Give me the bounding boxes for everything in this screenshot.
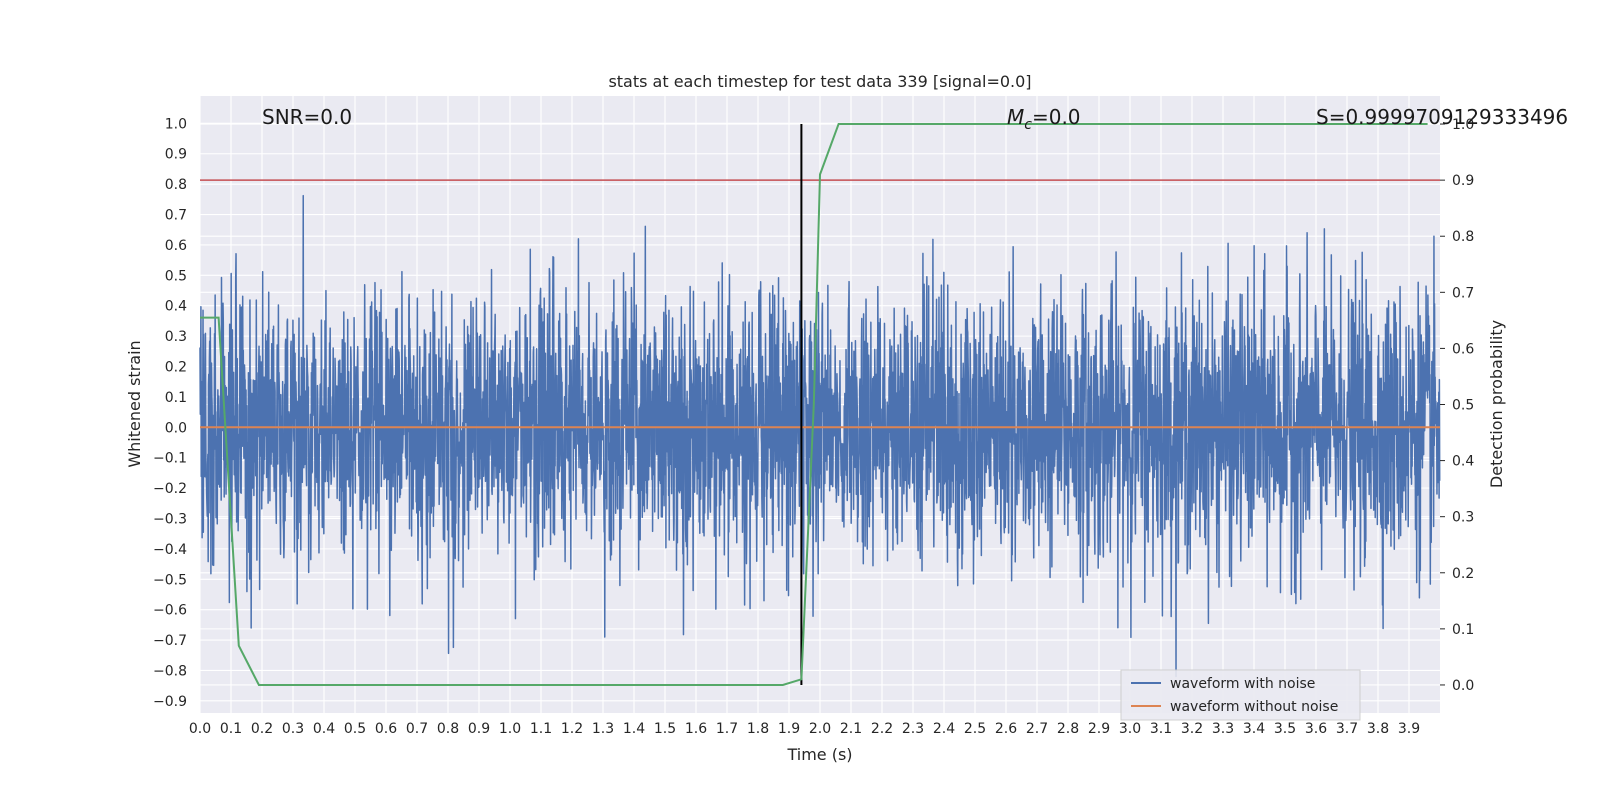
x-tick-label-4: 0.4 — [313, 721, 335, 737]
y2-tick-label-10: 0.0 — [1452, 678, 1474, 694]
x-tick-label-17: 1.7 — [716, 721, 738, 737]
x-tick-label-29: 2.9 — [1088, 721, 1110, 737]
x-tick-label-18: 1.8 — [747, 721, 769, 737]
y-tick-label-11: −0.1 — [153, 451, 187, 467]
x-axis-label: Time (s) — [786, 745, 852, 764]
x-tick-label-25: 2.5 — [964, 721, 986, 737]
y-tick-label-16: −0.6 — [153, 603, 187, 619]
y-tick-label-0: 1.0 — [165, 116, 187, 132]
x-tick-label-27: 2.7 — [1026, 721, 1048, 737]
x-tick-label-10: 1.0 — [499, 721, 521, 737]
y-tick-label-2: 0.8 — [165, 177, 187, 193]
x-tick-label-9: 0.9 — [468, 721, 490, 737]
s-annotation: S=0.9999709129333496 — [1316, 105, 1568, 129]
y2-tick-label-7: 0.3 — [1452, 510, 1474, 526]
legend-box — [1120, 669, 1361, 721]
x-tick-label-26: 2.6 — [995, 721, 1017, 737]
y2-tick-label-3: 0.7 — [1452, 285, 1474, 301]
y2-tick-label-9: 0.1 — [1452, 622, 1474, 638]
y2-tick-label-8: 0.2 — [1452, 566, 1474, 582]
x-tick-label-36: 3.6 — [1305, 721, 1327, 737]
y2-axis-label: Detection probability — [1487, 320, 1506, 488]
x-tick-label-6: 0.6 — [375, 721, 397, 737]
x-tick-label-31: 3.1 — [1150, 721, 1172, 737]
x-tick-label-7: 0.7 — [406, 721, 428, 737]
y-tick-label-19: −0.9 — [153, 694, 187, 710]
y2-ticks: 1.0 0.9 0.8 0.7 0.6 0.5 0.4 0.3 0.2 0.1 0.0 — [1440, 117, 1474, 694]
x-tick-label-12: 1.2 — [561, 721, 583, 737]
y-tick-label-3: 0.7 — [165, 208, 187, 224]
x-tick-label-38: 3.8 — [1367, 721, 1389, 737]
snr-annotation: SNR=0.0 — [262, 105, 352, 129]
y-tick-label-10: 0.0 — [165, 420, 187, 436]
y-tick-label-8: 0.2 — [165, 360, 187, 376]
x-tick-label-21: 2.1 — [840, 721, 862, 737]
y-axis-label: Whitened strain — [125, 340, 144, 467]
x-ticks: 0.0 0.1 0.2 0.3 0.4 0.5 0.6 0.7 0.8 0.9 1.0 1.1 1.2 1… — [189, 721, 1420, 737]
y2-tick-label-0: 1.0 — [1452, 117, 1474, 133]
x-tick-label-0: 0.0 — [189, 721, 211, 737]
y-tick-label-6: 0.4 — [165, 299, 187, 315]
x-tick-label-34: 3.4 — [1243, 721, 1265, 737]
x-tick-label-14: 1.4 — [623, 721, 645, 737]
x-tick-label-24: 2.4 — [933, 721, 955, 737]
x-tick-label-32: 3.2 — [1181, 721, 1203, 737]
x-tick-label-3: 0.3 — [282, 721, 304, 737]
x-tick-label-2: 0.2 — [251, 721, 273, 737]
waveform-with-noise-series — [199, 194, 1441, 678]
y2-tick-label-6: 0.4 — [1452, 454, 1474, 470]
x-tick-label-16: 1.6 — [685, 721, 707, 737]
y-tick-label-15: −0.5 — [153, 572, 187, 588]
mc-annotation: Mc=0.0 — [1007, 105, 1081, 133]
x-tick-label-11: 1.1 — [530, 721, 552, 737]
y-tick-label-7: 0.3 — [165, 329, 187, 345]
x-tick-label-22: 2.2 — [871, 721, 893, 737]
y-tick-label-13: −0.3 — [153, 511, 187, 527]
y-tick-label-17: −0.7 — [153, 633, 187, 649]
y-tick-label-9: 0.1 — [165, 390, 187, 406]
legend-label-noise: waveform with noise — [1170, 676, 1315, 692]
x-tick-label-39: 3.9 — [1398, 721, 1420, 737]
x-tick-label-13: 1.3 — [592, 721, 614, 737]
y-tick-label-18: −0.8 — [153, 663, 187, 679]
overlay-series — [200, 123, 1440, 686]
series-line-waveform-with-noise — [199, 194, 1441, 678]
x-tick-label-1: 0.1 — [220, 721, 242, 737]
x-tick-label-19: 1.9 — [778, 721, 800, 737]
x-tick-label-5: 0.5 — [344, 721, 366, 737]
legend: waveform with noise waveform without noi… — [1120, 669, 1361, 721]
y-tick-label-5: 0.5 — [165, 268, 187, 284]
y-tick-label-14: −0.4 — [153, 542, 187, 558]
y2-tick-label-4: 0.6 — [1452, 341, 1474, 357]
x-tick-label-28: 2.8 — [1057, 721, 1079, 737]
y-tick-label-1: 0.9 — [165, 147, 187, 163]
x-tick-label-8: 0.8 — [437, 721, 459, 737]
x-tick-label-15: 1.5 — [654, 721, 676, 737]
x-tick-label-23: 2.3 — [902, 721, 924, 737]
x-tick-label-30: 3.0 — [1119, 721, 1141, 737]
chart-title: stats at each timestep for test data 339… — [608, 72, 1031, 91]
legend-label-clean: waveform without noise — [1170, 699, 1338, 715]
y-tick-label-12: −0.2 — [153, 481, 187, 497]
x-tick-label-20: 2.0 — [809, 721, 831, 737]
y2-tick-label-5: 0.5 — [1452, 398, 1474, 414]
y2-tick-label-1: 0.9 — [1452, 173, 1474, 189]
series-line-detection-probability — [200, 123, 1428, 686]
y-ticks: 1.0 0.9 0.8 0.7 0.6 0.5 0.4 0.3 0.2 0.1 0.0 −0.1 −0.… — [153, 116, 187, 709]
y2-tick-label-2: 0.8 — [1452, 229, 1474, 245]
y-tick-label-4: 0.6 — [165, 238, 187, 254]
x-tick-label-37: 3.7 — [1336, 721, 1358, 737]
x-tick-label-35: 3.5 — [1274, 721, 1296, 737]
x-tick-label-33: 3.3 — [1212, 721, 1234, 737]
